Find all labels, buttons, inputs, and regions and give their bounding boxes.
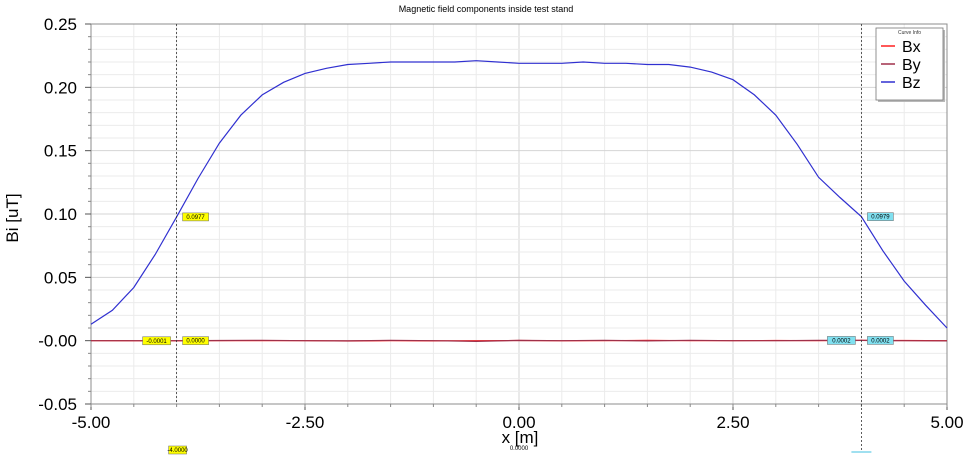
cursor-readout-box [867,336,894,345]
cursor-readout-box [867,212,894,221]
x-tick-label: 0.00 [502,413,535,432]
legend-label-bz: Bz [902,75,921,92]
cursor-x-readout: -4.0000 [167,448,188,454]
legend-label-by: By [902,57,921,74]
cursor-readout-bz: 0.0977 [186,215,205,221]
y-tick-label: -0.05 [38,395,77,414]
x-tick-label: -2.50 [286,413,325,432]
x-ticks: -5.00 -2.50 0.00 2.50 5.00 0.0000 [72,404,964,452]
series-line-bz [90,60,948,329]
cursor-readout-box [182,212,209,222]
y-tick-label: 0.10 [44,205,77,224]
legend-label-bx: Bx [902,39,921,56]
y-axis-title: Bi [uT] [3,193,22,242]
y-tick-label: -0.00 [38,332,77,351]
x-axis-title: x [m] [502,428,539,447]
legend-title: Curve Info [898,30,921,36]
cursor-readout-box [827,336,856,345]
cursor-readout-by: 0.0000 [186,339,205,345]
cursor-readout-bz: 0.0979 [871,215,890,221]
x-tick-label: 2.50 [716,413,749,432]
x-tick-label: 5.00 [930,413,963,432]
cursor-readout-by: 0.0002 [871,338,890,344]
cursor-readout-box [142,336,171,346]
y-tick-label: 0.20 [44,78,77,97]
grid [90,23,948,405]
cursor-readout-box [182,336,209,345]
chart-title: Magnetic field components inside test st… [399,4,574,14]
series-line-by [91,339,948,343]
y-ticks: -0.05 -0.00 0.05 0.10 0.15 0.20 0.25 [38,15,91,414]
y-tick-label: 0.15 [44,142,77,161]
series-lines [90,60,948,343]
x-tick-label: -5.00 [72,413,111,432]
cursors[interactable]: 0.0977 -0.0001 0.0000 -4.0000 0.0979 0.0002 0.… [142,24,894,455]
x-center-readout: 0.0000 [510,446,529,452]
y-tick-label: 0.25 [44,15,77,34]
y-tick-label: 0.05 [44,268,77,287]
cursor-x-readout-box [168,445,187,455]
cursor-readout-bx: 0.0002 [832,338,851,344]
cursor-readout-bx: -0.0001 [146,339,167,345]
